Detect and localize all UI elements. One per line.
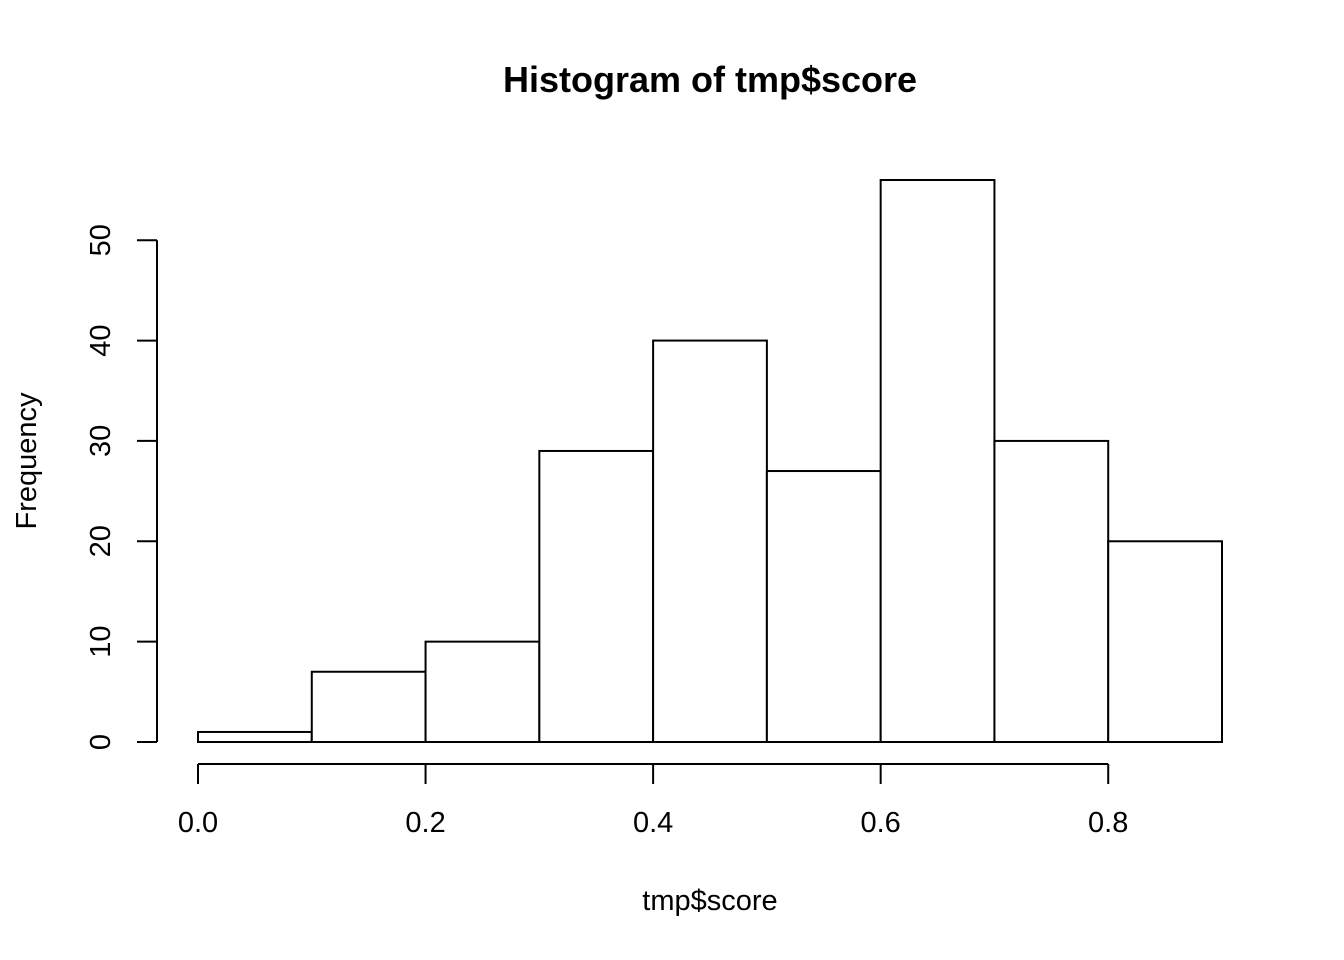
x-axis-label: tmp$score: [642, 885, 777, 917]
histogram-bar-2: [310, 670, 427, 743]
y-tick-label-0: 0: [85, 734, 117, 750]
y-axis: 0 10 20 30 40 50: [85, 224, 158, 750]
y-tick-label-5: 50: [85, 224, 117, 256]
histogram-bar-8: [993, 439, 1110, 743]
y-tick-label-4: 40: [85, 324, 117, 356]
histogram-bar-3: [424, 640, 541, 744]
y-tick-label-1: 10: [85, 626, 117, 658]
x-tick-label-1: 0.2: [405, 807, 445, 839]
x-tick-label-0: 0.0: [178, 807, 218, 839]
x-axis: 0.0 0.2 0.4 0.6 0.8: [178, 763, 1128, 839]
histogram-bar-5: [652, 339, 768, 743]
histogram-bar-1: [197, 730, 313, 744]
histogram-bar-6: [765, 470, 882, 743]
histogram-bar-9: [1107, 540, 1223, 743]
x-tick-label-3: 0.6: [861, 807, 901, 839]
x-tick-label-2: 0.4: [633, 807, 673, 839]
histogram-bar-7: [879, 179, 996, 743]
chart-title: Histogram of tmp$score: [503, 59, 917, 100]
y-tick-label-3: 30: [85, 425, 117, 457]
y-tick-label-2: 20: [85, 525, 117, 557]
x-tick-label-4: 0.8: [1088, 807, 1128, 839]
histogram-bars: [197, 179, 1223, 744]
histogram-bar-4: [538, 449, 655, 743]
y-axis-label: Frequency: [11, 392, 43, 530]
